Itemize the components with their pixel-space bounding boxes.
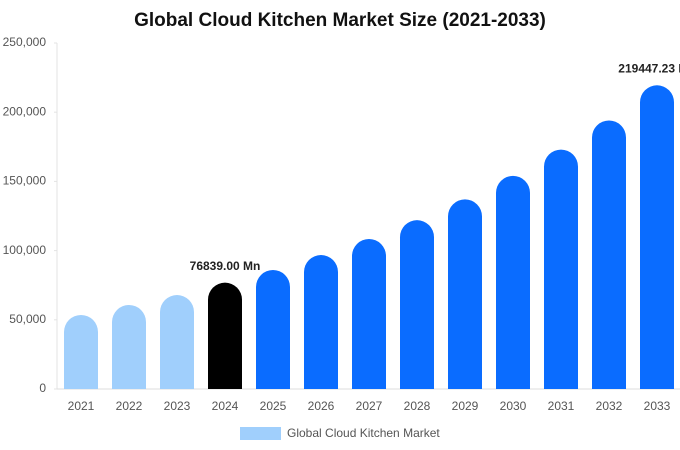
value-label: 219447.23 Mn	[618, 61, 680, 75]
bar	[304, 255, 338, 389]
x-tick-label: 2028	[404, 399, 431, 413]
bar	[544, 149, 578, 389]
x-tick-label: 2029	[452, 399, 479, 413]
bar	[640, 85, 674, 389]
x-tick-label: 2032	[596, 399, 623, 413]
x-tick-label: 2022	[116, 399, 143, 413]
x-tick-label: 2030	[500, 399, 527, 413]
bar	[160, 295, 194, 389]
bar	[592, 120, 626, 389]
x-tick-label: 2026	[308, 399, 335, 413]
x-tick-label: 2027	[356, 399, 383, 413]
y-tick-label: 50,000	[9, 312, 46, 326]
legend-swatch	[240, 427, 281, 440]
x-tick-label: 2025	[260, 399, 287, 413]
bar	[208, 282, 242, 389]
x-tick-label: 2031	[548, 399, 575, 413]
legend-label: Global Cloud Kitchen Market	[287, 426, 440, 440]
bar	[448, 199, 482, 389]
x-tick-label: 2023	[164, 399, 191, 413]
y-tick-label: 0	[39, 381, 46, 395]
x-tick-label: 2021	[68, 399, 95, 413]
y-tick-label: 100,000	[3, 243, 47, 257]
value-label: 76839.00 Mn	[190, 259, 261, 273]
bar	[64, 314, 98, 389]
bar	[400, 220, 434, 389]
bar	[112, 305, 146, 389]
x-tick-label: 2024	[212, 399, 239, 413]
chart-title: Global Cloud Kitchen Market Size (2021-2…	[134, 10, 546, 31]
bar	[496, 175, 530, 389]
bar	[256, 269, 290, 389]
y-tick-label: 200,000	[3, 104, 47, 118]
y-tick-label: 150,000	[3, 174, 47, 188]
y-tick-label: 250,000	[3, 35, 47, 49]
bar	[352, 238, 386, 389]
x-tick-label: 2033	[644, 399, 671, 413]
